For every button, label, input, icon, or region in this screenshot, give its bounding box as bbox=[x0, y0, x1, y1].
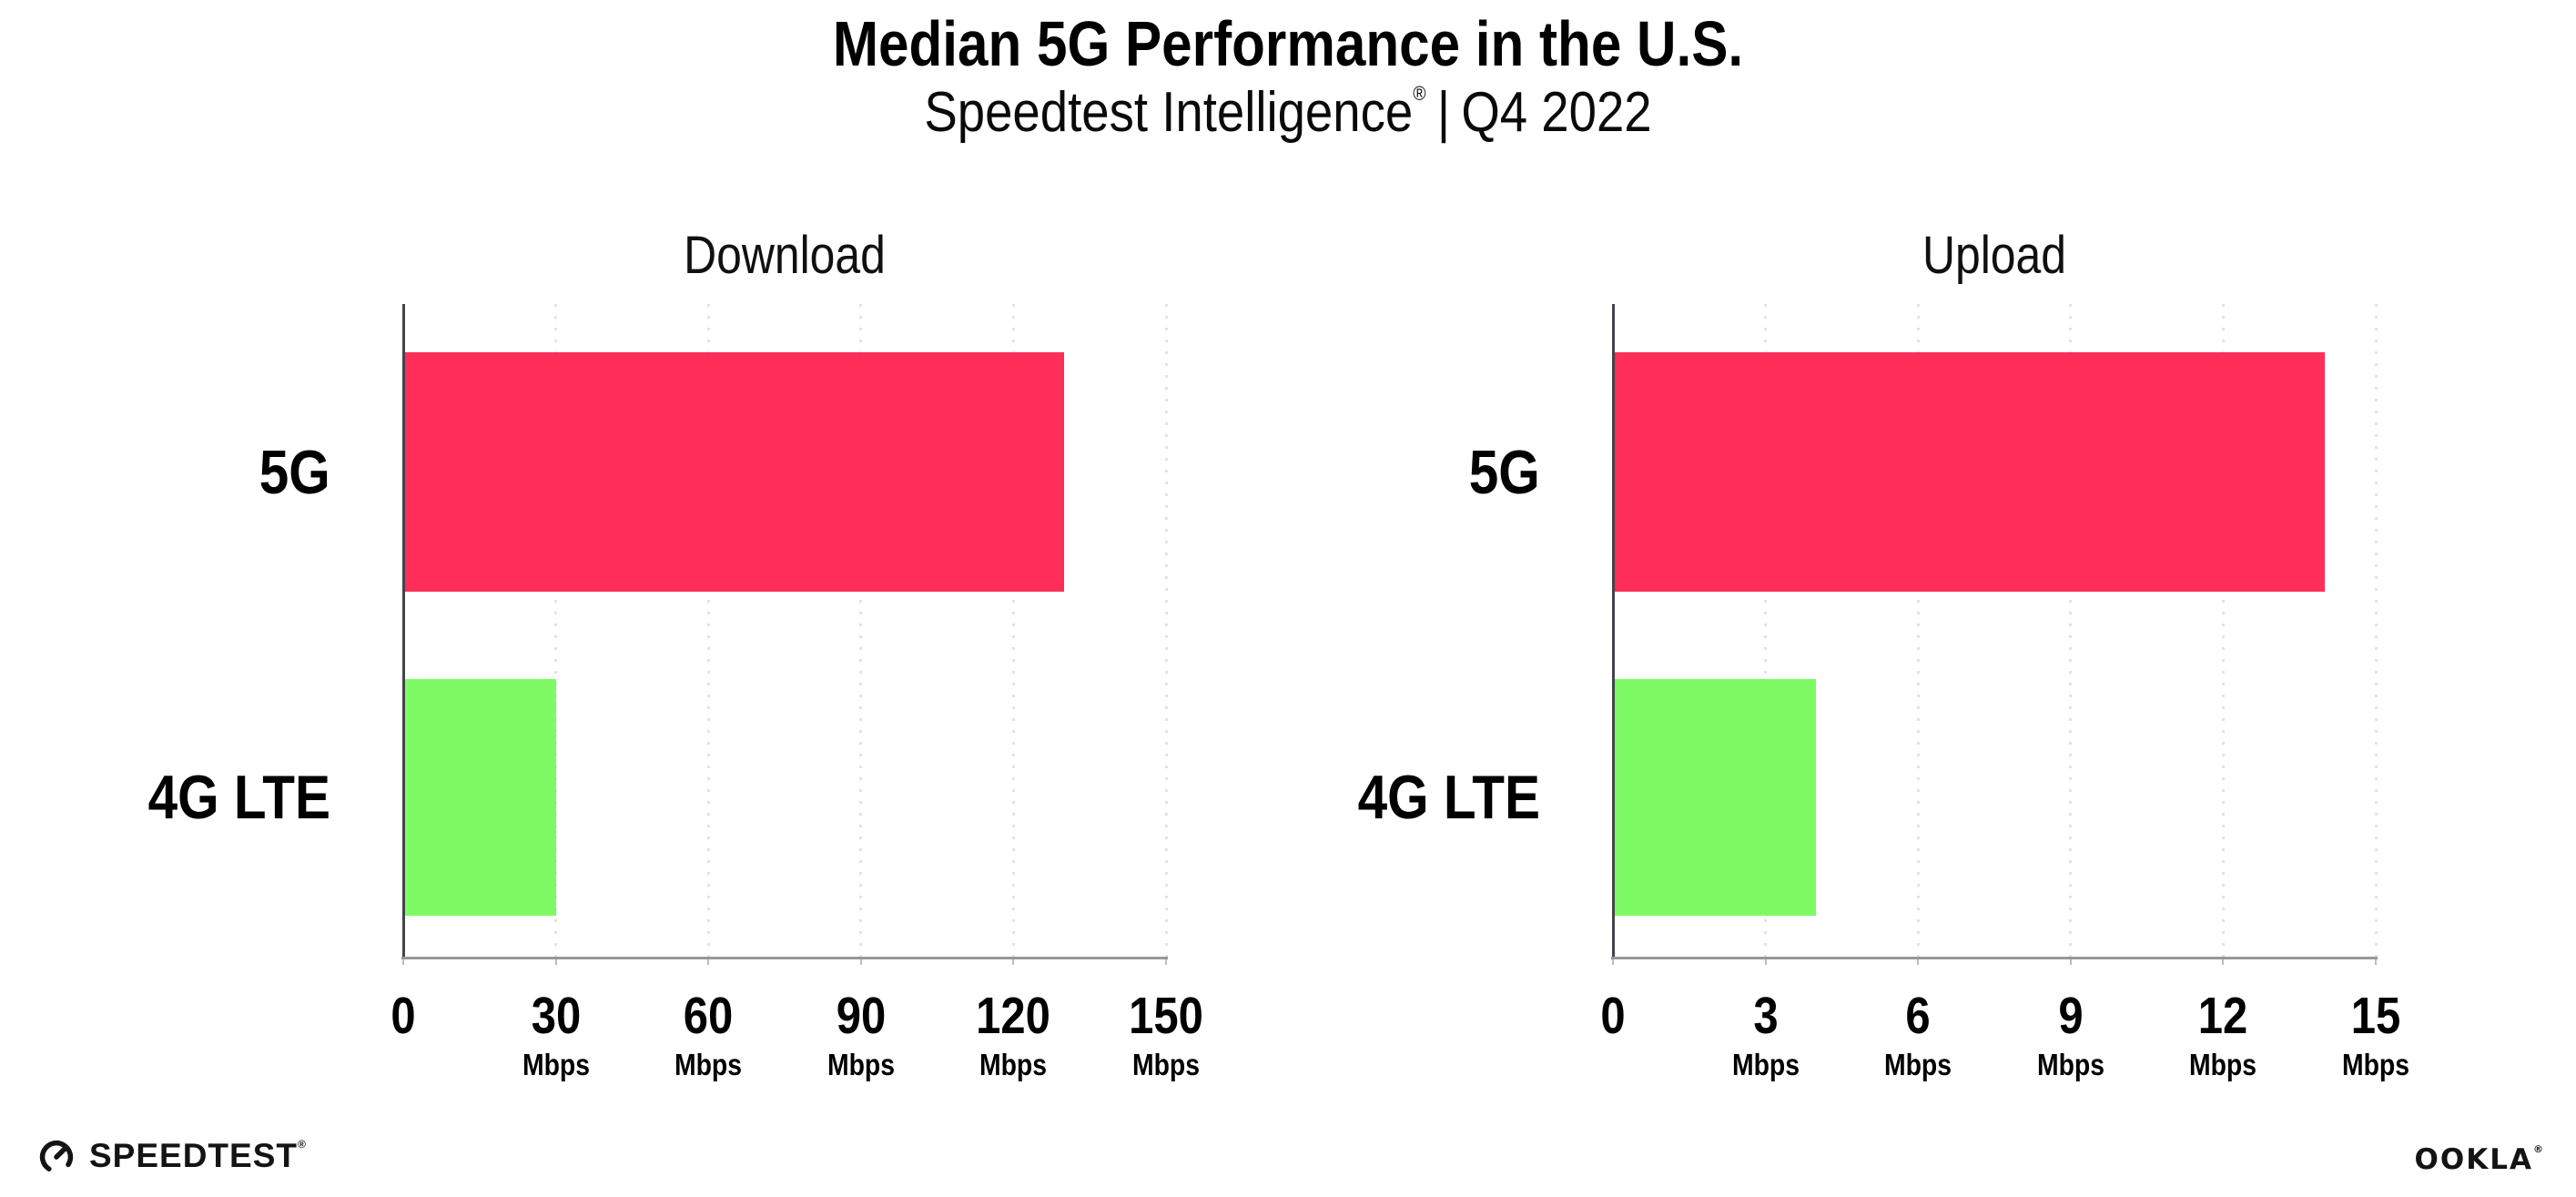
category-label-5g: 5G bbox=[259, 437, 330, 507]
tick-unit: Mbps bbox=[674, 1048, 743, 1081]
tick-label-9: 9 Mbps bbox=[1984, 959, 2156, 1080]
axis-tick-3 bbox=[1764, 959, 1767, 965]
category-label-4g-lte: 4G LTE bbox=[147, 763, 330, 832]
bar-5g-download bbox=[403, 352, 1065, 592]
tick-value: 90 bbox=[836, 987, 887, 1045]
tick-label-150: 150 Mbps bbox=[1080, 959, 1252, 1080]
tick-unit: Mbps bbox=[522, 1048, 590, 1081]
gridline-120 bbox=[1011, 304, 1015, 959]
axis-tick-150 bbox=[1165, 959, 1167, 965]
tick-label-6: 6 Mbps bbox=[1832, 959, 2004, 1080]
upload-plot-area bbox=[1611, 304, 2378, 965]
tick-label-12: 12 Mbps bbox=[2137, 959, 2309, 1080]
download-x-axis-labels: 0 30 Mbps 60 Mbps 90 Mbps 120 Mbps 150 Mbps bbox=[390, 959, 1203, 1090]
gridline-6 bbox=[1916, 304, 1920, 959]
chart-header: Median 5G Performance in the U.S. Speedt… bbox=[0, 0, 2576, 146]
tick-value: 6 bbox=[1905, 987, 1931, 1045]
gridline-150 bbox=[1164, 304, 1168, 959]
axis-tick-12 bbox=[2222, 959, 2225, 965]
subtitle-separator: | bbox=[1436, 81, 1451, 144]
tick-label-120: 120 Mbps bbox=[928, 959, 1100, 1080]
category-label-4g-lte: 4G LTE bbox=[1357, 763, 1540, 832]
bar-5g-upload bbox=[1613, 352, 2326, 592]
x-axis-line bbox=[1611, 957, 2378, 959]
tick-unit: Mbps bbox=[1731, 1048, 1800, 1081]
axis-tick-90 bbox=[859, 959, 862, 965]
tick-unit: Mbps bbox=[827, 1048, 895, 1081]
tick-value: 3 bbox=[1752, 987, 1779, 1045]
tick-unit: Mbps bbox=[2036, 1048, 2104, 1081]
gridline-9 bbox=[2069, 304, 2073, 959]
category-label-5g: 5G bbox=[1468, 437, 1540, 507]
tick-label-0: 0 bbox=[1526, 959, 1699, 1042]
download-chart-panel: Download 5G 4G LTE 0 30 Mbps 60 Mbps 90 Mbps 120… bbox=[148, 226, 1203, 1090]
upload-x-axis-labels: 0 3 Mbps 6 Mbps 9 Mbps 12 Mbps 15 Mbps bbox=[1600, 959, 2409, 1090]
page-title: Median 5G Performance in the U.S. bbox=[832, 8, 1744, 79]
gridline-90 bbox=[859, 304, 863, 959]
axis-tick-120 bbox=[1012, 959, 1015, 965]
tick-value: 60 bbox=[683, 987, 734, 1045]
ookla-logo: OOKLA® bbox=[2414, 1143, 2545, 1176]
download-category-axis: 5G 4G LTE bbox=[39, 304, 367, 959]
bar-4g-lte-upload bbox=[1613, 679, 1817, 916]
speedtest-logo-text: SPEEDTEST® bbox=[89, 1137, 307, 1174]
y-axis-spine bbox=[402, 304, 405, 959]
tick-value: 30 bbox=[531, 987, 581, 1045]
upload-chart-title: Upload bbox=[1922, 226, 2067, 285]
tick-value: 15 bbox=[2350, 987, 2401, 1045]
tick-value: 12 bbox=[2198, 987, 2248, 1045]
tick-label-3: 3 Mbps bbox=[1679, 959, 1851, 1080]
upload-category-axis: 5G 4G LTE bbox=[1249, 304, 1577, 959]
tick-label-30: 30 Mbps bbox=[470, 959, 642, 1080]
bar-4g-lte-download bbox=[403, 679, 556, 916]
tick-value: 0 bbox=[1600, 987, 1626, 1045]
gridline-3 bbox=[1764, 304, 1768, 959]
download-chart-title: Download bbox=[684, 226, 886, 285]
axis-tick-30 bbox=[554, 959, 557, 965]
speedtest-gauge-icon bbox=[39, 1140, 74, 1174]
gridline-60 bbox=[706, 304, 710, 959]
axis-tick-9 bbox=[2069, 959, 2072, 965]
tick-unit: Mbps bbox=[979, 1048, 1048, 1081]
tick-value: 120 bbox=[976, 987, 1051, 1045]
ookla-registered-mark: ® bbox=[2533, 1143, 2545, 1155]
tick-label-15: 15 Mbps bbox=[2289, 959, 2461, 1080]
subtitle-period: Q4 2022 bbox=[1461, 81, 1652, 144]
y-axis-spine bbox=[1612, 304, 1615, 959]
gridline-12 bbox=[2221, 304, 2225, 959]
speedtest-logo: SPEEDTEST® bbox=[36, 1136, 307, 1176]
speedtest-registered-mark: ® bbox=[298, 1138, 307, 1151]
axis-tick-6 bbox=[1917, 959, 1920, 965]
tick-label-0: 0 bbox=[317, 959, 489, 1042]
tick-label-60: 60 Mbps bbox=[623, 959, 795, 1080]
axis-tick-0 bbox=[1612, 959, 1614, 965]
page-subtitle: Speedtest Intelligence® | Q4 2022 bbox=[155, 80, 2421, 146]
tick-value: 0 bbox=[390, 987, 416, 1045]
tick-unit: Mbps bbox=[2189, 1048, 2257, 1081]
axis-tick-0 bbox=[402, 959, 404, 965]
registered-mark: ® bbox=[1413, 82, 1426, 105]
subtitle-brand: Speedtest Intelligence bbox=[924, 81, 1414, 144]
tick-unit: Mbps bbox=[1884, 1048, 1952, 1081]
axis-tick-60 bbox=[707, 959, 710, 965]
download-plot-area bbox=[401, 304, 1168, 965]
gridline-30 bbox=[554, 304, 558, 959]
gridline-15 bbox=[2374, 304, 2378, 959]
tick-unit: Mbps bbox=[1131, 1048, 1201, 1081]
x-axis-line bbox=[401, 957, 1168, 959]
tick-unit: Mbps bbox=[2341, 1048, 2410, 1081]
tick-label-90: 90 Mbps bbox=[775, 959, 947, 1080]
upload-chart-panel: Upload 5G 4G LTE 0 3 Mbps 6 Mbps 9 Mbps 12 Mbps 15… bbox=[1358, 226, 2409, 1090]
tick-value: 150 bbox=[1129, 987, 1203, 1045]
tick-value: 9 bbox=[2058, 987, 2084, 1045]
axis-tick-15 bbox=[2375, 959, 2377, 965]
